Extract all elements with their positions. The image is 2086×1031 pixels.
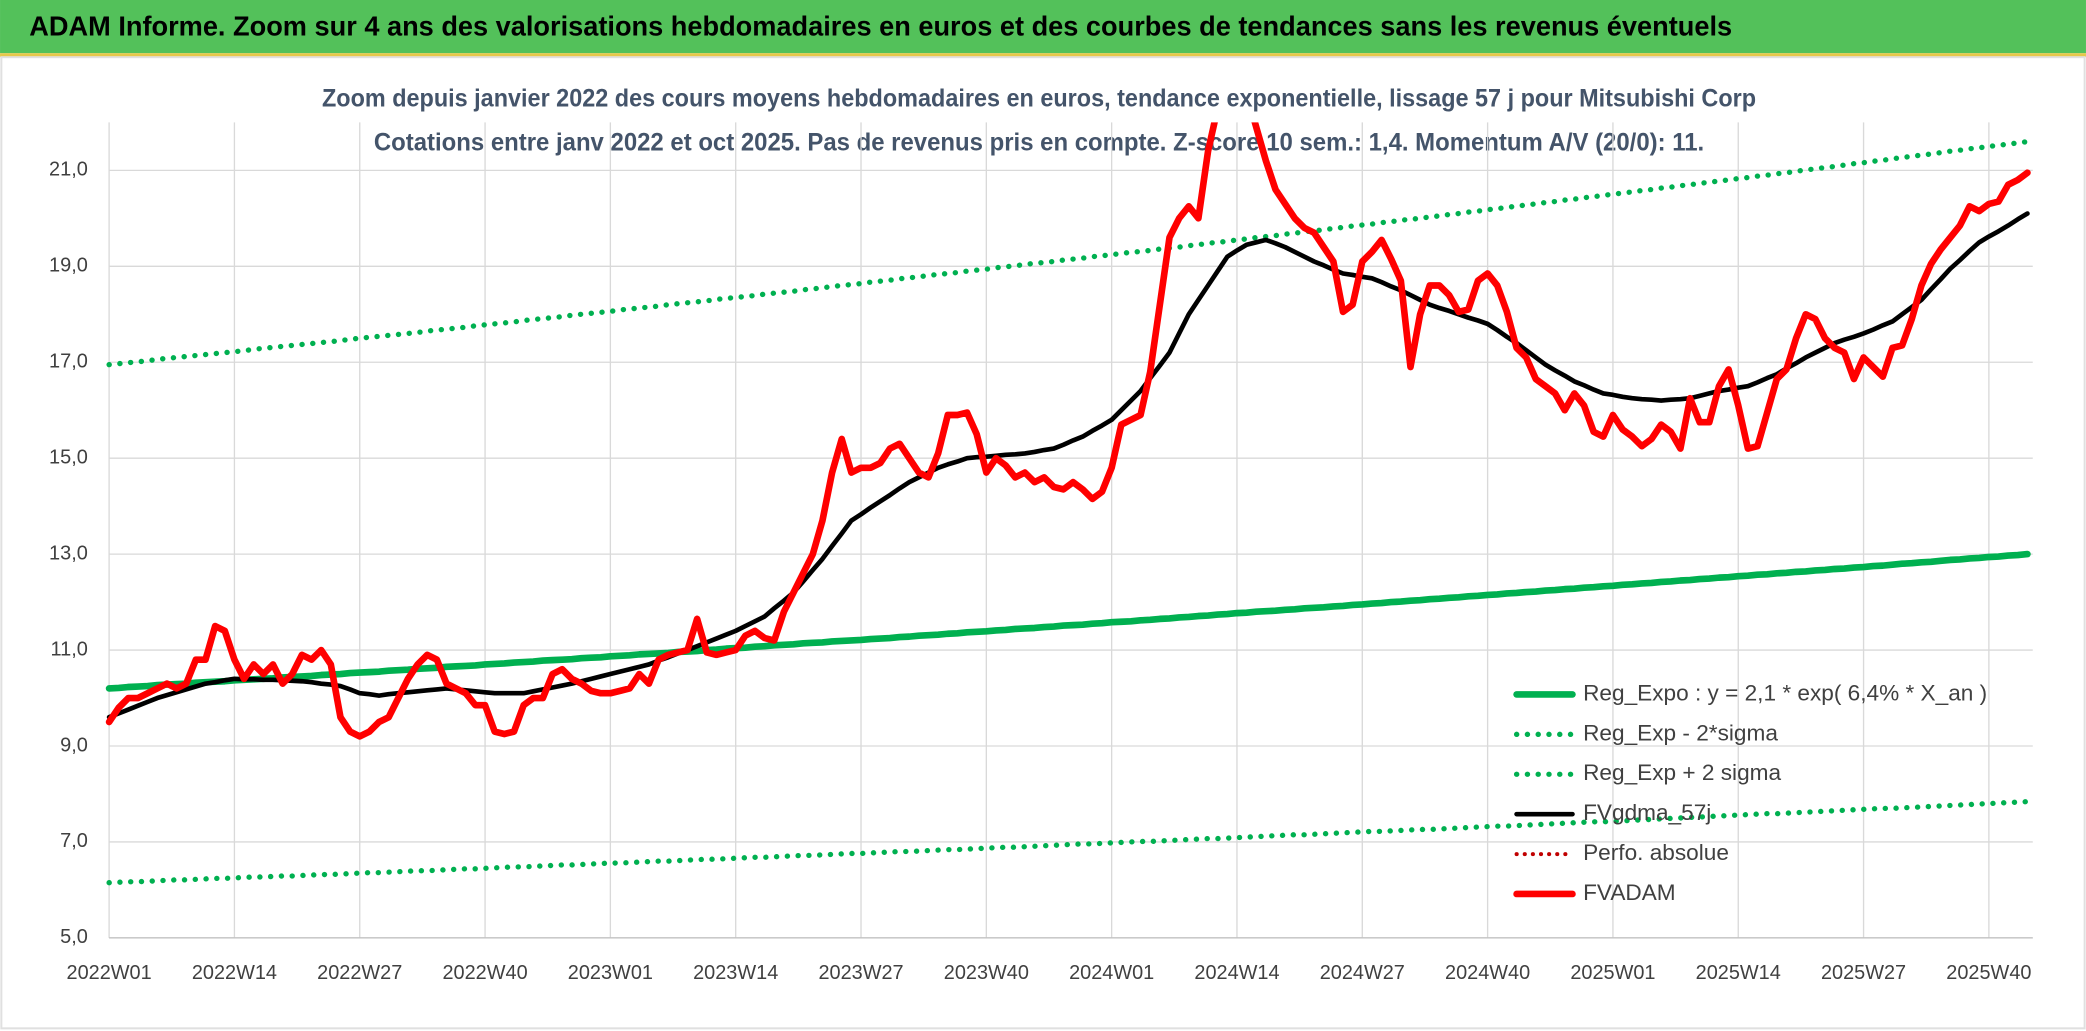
y-tick-label: 15,0 xyxy=(49,446,88,468)
header-rule xyxy=(0,53,2086,58)
x-tick-label: 2022W01 xyxy=(67,962,152,984)
y-tick-label: 7,0 xyxy=(60,830,88,852)
y-tick-label: 5,0 xyxy=(60,926,88,948)
legend-label: Reg_Exp - 2*sigma xyxy=(1583,720,1778,745)
y-tick-label: 19,0 xyxy=(49,255,88,277)
x-tick-label: 2024W40 xyxy=(1445,962,1530,984)
legend-label: FVgdma_57j xyxy=(1583,800,1711,825)
x-tick-label: 2024W14 xyxy=(1194,962,1279,984)
series-line xyxy=(106,138,2031,368)
page-title: ADAM Informe. Zoom sur 4 ans des valoris… xyxy=(29,10,1732,41)
series-line xyxy=(106,211,2030,720)
series-line xyxy=(105,122,2031,740)
x-tick-label: 2025W01 xyxy=(1570,962,1655,984)
x-tick-label: 2024W27 xyxy=(1320,962,1405,984)
plot-area xyxy=(105,122,2031,886)
x-tick-label: 2025W14 xyxy=(1696,962,1781,984)
series-line xyxy=(106,798,2031,886)
chart-subtitle: Zoom depuis janvier 2022 des cours moyen… xyxy=(322,84,1756,112)
x-tick-label: 2025W27 xyxy=(1821,962,1906,984)
y-tick-label: 9,0 xyxy=(60,734,88,756)
x-tick-label: 2023W40 xyxy=(944,962,1029,984)
y-tick-label: 13,0 xyxy=(49,542,88,564)
legend-label: Reg_Expo : y = 2,1 * exp( 6,4% * X_an ) xyxy=(1583,680,1987,705)
legend-label: Perfo. absolue xyxy=(1583,840,1729,865)
x-tick-label: 2022W14 xyxy=(192,962,277,984)
x-tick-label: 2025W40 xyxy=(1946,962,2031,984)
x-tick-label: 2023W27 xyxy=(818,962,903,984)
x-tick-label: 2023W01 xyxy=(568,962,653,984)
series-line xyxy=(105,550,2031,692)
legend-label: Reg_Exp + 2 sigma xyxy=(1583,760,1781,785)
chart-subtitle: Cotations entre janv 2022 et oct 2025. P… xyxy=(374,128,1704,156)
x-tick-label: 2024W01 xyxy=(1069,962,1154,984)
x-tick-label: 2023W14 xyxy=(693,962,778,984)
y-tick-label: 17,0 xyxy=(49,351,88,373)
x-tick-label: 2022W40 xyxy=(442,962,527,984)
chart-frame xyxy=(0,56,2086,1030)
y-tick-label: 21,0 xyxy=(49,159,88,181)
header-bar xyxy=(0,0,2086,54)
legend-label: FVADAM xyxy=(1583,880,1676,905)
y-tick-label: 11,0 xyxy=(51,638,88,660)
x-tick-label: 2022W27 xyxy=(317,962,402,984)
